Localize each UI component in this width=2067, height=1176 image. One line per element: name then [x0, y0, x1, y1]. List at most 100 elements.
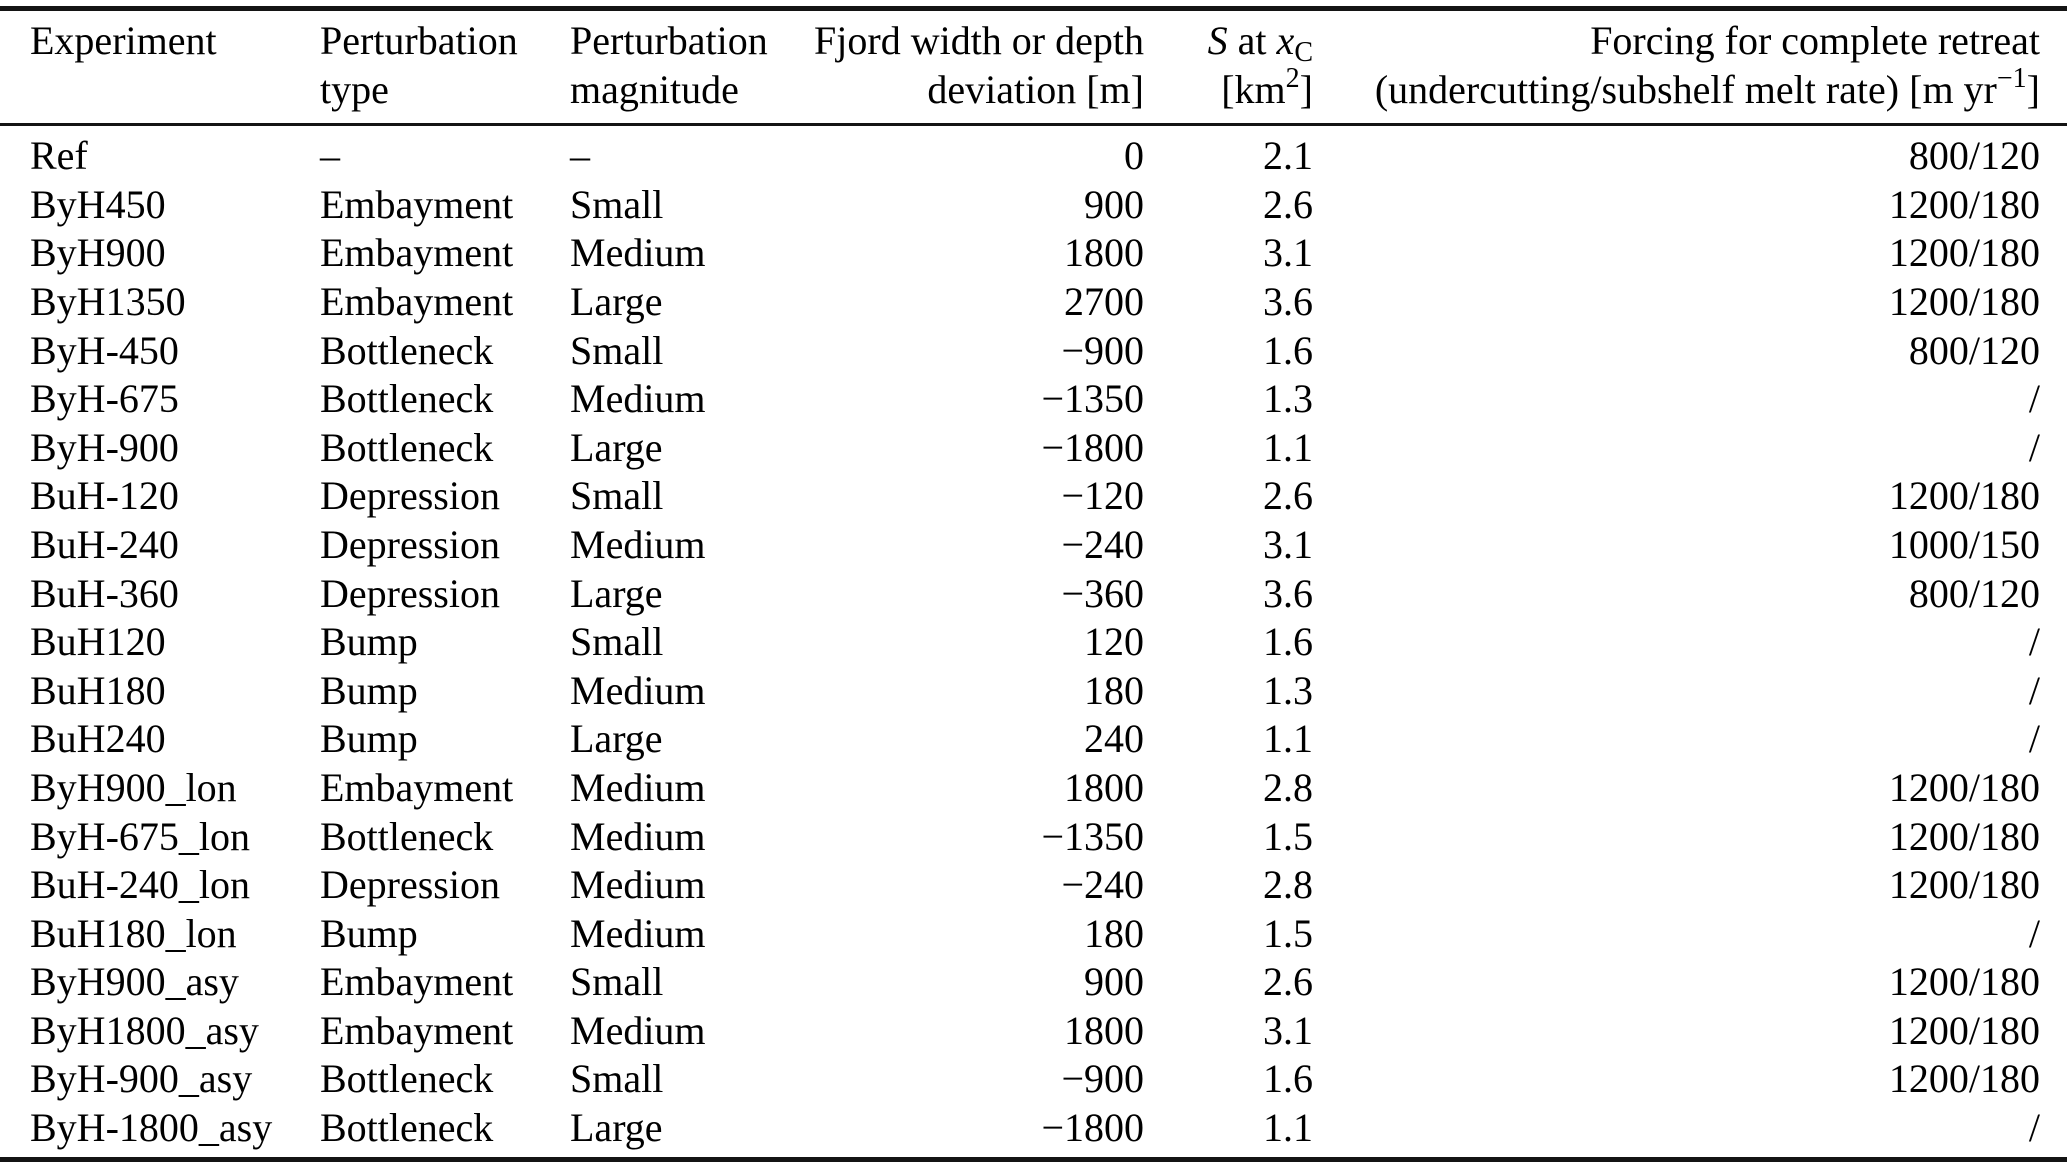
cell-forcing: 1200/180 — [1888, 764, 2040, 810]
cell-magnitude: Small — [570, 619, 664, 665]
cell-experiment: Ref — [30, 133, 88, 179]
header-deviation-line1: Fjord width or depth — [814, 18, 1144, 63]
cell-type: Embayment — [320, 959, 514, 1005]
cell-s: 2.1 — [1263, 133, 1313, 179]
table-row: BuH120 Bump Small 120 1.6 / — [0, 618, 2067, 667]
cell-s: 1.1 — [1263, 424, 1313, 470]
cell-type: Embayment — [320, 1007, 514, 1053]
cell-forcing: 1200/180 — [1888, 473, 2040, 519]
cell-experiment: ByH900 — [30, 230, 166, 276]
header-type-line1: Perturbation — [320, 18, 518, 63]
cell-forcing: 1200/180 — [1888, 862, 2040, 908]
cell-type: – — [320, 133, 340, 179]
cell-forcing: / — [2028, 376, 2040, 422]
cell-magnitude: Large — [570, 278, 663, 324]
cell-s: 1.3 — [1263, 667, 1313, 713]
cell-s: 3.1 — [1263, 230, 1313, 276]
cell-forcing: / — [2028, 667, 2040, 713]
cell-deviation: −1800 — [1041, 424, 1144, 470]
cell-type: Bottleneck — [320, 813, 494, 859]
table-row: ByH900_lon Embayment Medium 1800 2.8 1200/180 — [0, 764, 2067, 813]
cell-magnitude: Large — [570, 1105, 663, 1151]
cell-experiment: ByH-1800_asy — [30, 1105, 273, 1151]
header-s-at-xc: S at xC [km2] — [1144, 8, 1313, 127]
table-row: ByH-900_asy Bottleneck Small −900 1.6 1200/18… — [0, 1055, 2067, 1104]
cell-type: Bottleneck — [320, 424, 494, 470]
cell-deviation: −120 — [1061, 473, 1144, 519]
cell-magnitude: Medium — [570, 376, 706, 422]
cell-magnitude: Small — [570, 181, 664, 227]
cell-s: 1.6 — [1263, 619, 1313, 665]
cell-magnitude: Small — [570, 1056, 664, 1102]
cell-forcing: 1000/150 — [1888, 521, 2040, 567]
cell-s: 3.1 — [1263, 521, 1313, 567]
header-type-line2: type — [320, 66, 389, 112]
cell-magnitude: Medium — [570, 521, 706, 567]
cell-experiment: ByH-450 — [30, 327, 179, 373]
cell-type: Depression — [320, 473, 500, 519]
cell-deviation: 1800 — [1064, 764, 1144, 810]
cell-magnitude: Medium — [570, 910, 706, 956]
cell-forcing: 1200/180 — [1888, 959, 2040, 1005]
cell-s: 3.6 — [1263, 570, 1313, 616]
cell-forcing: 800/120 — [1908, 133, 2040, 179]
cell-forcing: 1200/180 — [1888, 1056, 2040, 1102]
cell-experiment: ByH1350 — [30, 278, 186, 324]
cell-forcing: 1200/180 — [1888, 1007, 2040, 1053]
cell-deviation: −900 — [1061, 1056, 1144, 1102]
cell-experiment: ByH-675_lon — [30, 813, 250, 859]
cell-forcing: 800/120 — [1908, 327, 2040, 373]
cell-experiment: ByH-675 — [30, 376, 179, 422]
cell-s: 1.1 — [1263, 1105, 1313, 1151]
header-deviation: Fjord width or depth deviation [m] — [790, 8, 1144, 127]
cell-type: Bump — [320, 716, 418, 762]
header-forcing: Forcing for complete retreat (undercutti… — [1313, 8, 2067, 127]
cell-type: Bump — [320, 619, 418, 665]
cell-type: Bottleneck — [320, 376, 494, 422]
cell-type: Embayment — [320, 230, 514, 276]
cell-forcing: 1200/180 — [1888, 813, 2040, 859]
cell-experiment: BuH240 — [30, 716, 166, 762]
cell-type: Bottleneck — [320, 1056, 494, 1102]
cell-experiment: BuH120 — [30, 619, 166, 665]
table-body: Ref – – 0 2.1 800/120 ByH450 Embayment Small 900 2… — [0, 125, 2067, 1159]
cell-s: 2.8 — [1263, 862, 1313, 908]
cell-s: 2.6 — [1263, 181, 1313, 227]
table-row: ByH-450 Bottleneck Small −900 1.6 800/120 — [0, 327, 2067, 376]
table-row: Ref – – 0 2.1 800/120 — [0, 125, 2067, 181]
cell-s: 1.1 — [1263, 716, 1313, 762]
header-s-line1: S at xC — [1207, 18, 1313, 68]
table-header: Experiment Perturbation type Perturbatio… — [0, 8, 2067, 127]
cell-s: 2.6 — [1263, 473, 1313, 519]
table-row: ByH900_asy Embayment Small 900 2.6 1200/180 — [0, 958, 2067, 1007]
cell-forcing: / — [2028, 619, 2040, 665]
cell-s: 1.5 — [1263, 813, 1313, 859]
cell-type: Embayment — [320, 181, 514, 227]
table-row: BuH180 Bump Medium 180 1.3 / — [0, 667, 2067, 716]
cell-experiment: ByH1800_asy — [30, 1007, 259, 1053]
cell-forcing: 800/120 — [1908, 570, 2040, 616]
cell-deviation: −900 — [1061, 327, 1144, 373]
cell-type: Embayment — [320, 764, 514, 810]
table-row: ByH-675_lon Bottleneck Medium −1350 1.5 1200/… — [0, 813, 2067, 862]
header-perturbation-magnitude: Perturbation magnitude — [570, 8, 790, 127]
cell-type: Depression — [320, 862, 500, 908]
cell-forcing: / — [2028, 1105, 2040, 1151]
header-experiment: Experiment — [0, 8, 320, 127]
header-row: Experiment Perturbation type Perturbatio… — [0, 8, 2067, 127]
cell-deviation: 1800 — [1064, 230, 1144, 276]
cell-experiment: ByH450 — [30, 181, 166, 227]
cell-type: Embayment — [320, 278, 514, 324]
cell-magnitude: Small — [570, 327, 664, 373]
cell-magnitude: Small — [570, 959, 664, 1005]
cell-deviation: 1800 — [1064, 1007, 1144, 1053]
cell-magnitude: Large — [570, 570, 663, 616]
table-row: BuH-120 Depression Small −120 2.6 1200/180 — [0, 472, 2067, 521]
cell-magnitude: Medium — [570, 667, 706, 713]
cell-forcing: / — [2028, 910, 2040, 956]
table-row: BuH180_lon Bump Medium 180 1.5 / — [0, 910, 2067, 959]
cell-deviation: 180 — [1084, 667, 1144, 713]
cell-experiment: BuH180 — [30, 667, 166, 713]
table-row: ByH1350 Embayment Large 2700 3.6 1200/180 — [0, 278, 2067, 327]
cell-magnitude: Medium — [570, 230, 706, 276]
